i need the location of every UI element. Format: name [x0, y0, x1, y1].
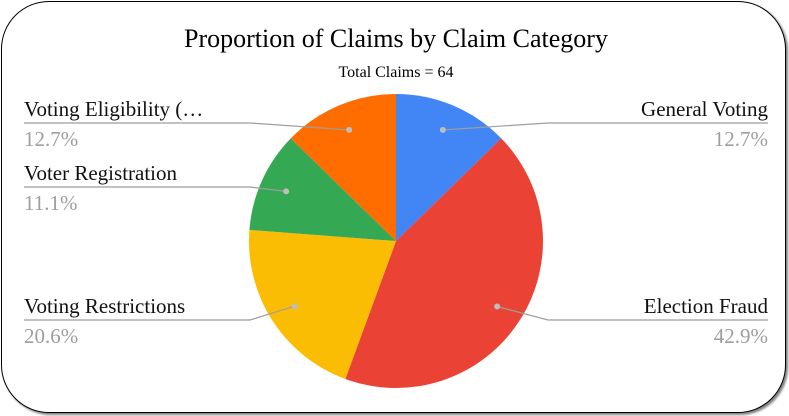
- slice-percent-label: 12.7%: [714, 127, 768, 151]
- chart-subtitle: Total Claims = 64: [338, 64, 453, 81]
- pie-slice: [290, 94, 396, 241]
- pie-slice: [345, 138, 543, 388]
- leader-dot: [291, 303, 298, 310]
- pie-slice: [396, 94, 502, 241]
- leader-dot: [439, 126, 446, 133]
- slice-percent-label: 20.6%: [24, 324, 78, 348]
- slice-label: Voting Restrictions: [24, 294, 185, 318]
- leader-line: [24, 186, 287, 192]
- pie-slice: [249, 229, 396, 379]
- leader-line: [497, 305, 768, 321]
- leader-dot: [494, 303, 501, 310]
- chart-title: Proportion of Claims by Claim Category: [184, 24, 608, 53]
- slice-labels: General Voting 12.7% Election Fraud 42.9% Vo…: [24, 97, 768, 348]
- leader-dot: [346, 126, 353, 133]
- slice-percent-label: 12.7%: [24, 127, 78, 151]
- slice-label: General Voting: [641, 97, 768, 121]
- slice-label: Election Fraud: [644, 294, 769, 318]
- slice-label: Voting Eligibility (…: [24, 97, 203, 121]
- pie-slices: [249, 94, 543, 388]
- leader-line: [24, 122, 350, 131]
- leader-line: [442, 122, 768, 131]
- slice-percent-label: 11.1%: [24, 191, 77, 215]
- slice-label: Voter Registration: [24, 161, 178, 185]
- pie-slice: [249, 138, 396, 241]
- leader-line: [24, 305, 295, 321]
- slice-percent-label: 42.9%: [714, 324, 768, 348]
- leader-dot: [283, 188, 290, 195]
